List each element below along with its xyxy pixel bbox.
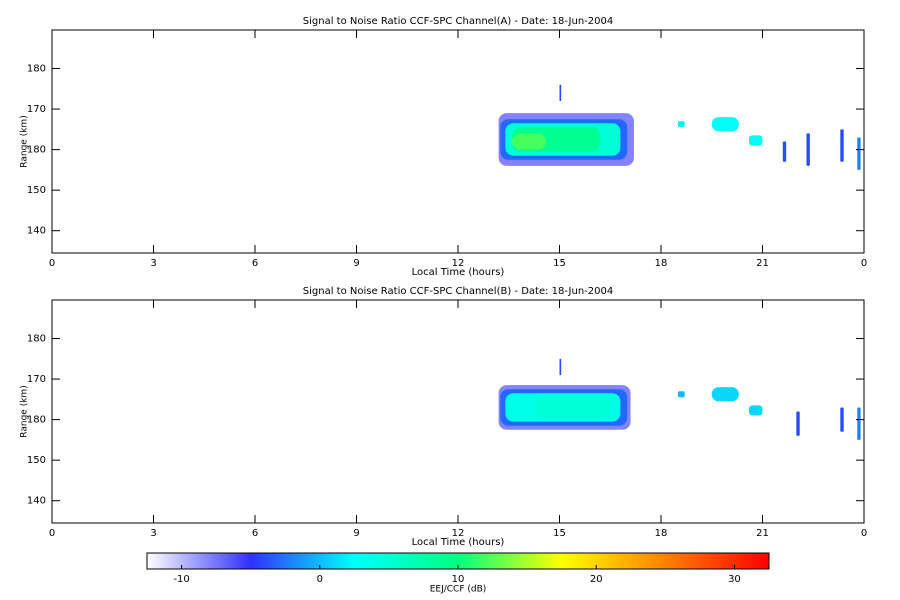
y-tick-label: 140 [27, 496, 46, 507]
y-tick-label: 180 [27, 64, 46, 75]
heat-patch [806, 133, 810, 166]
y-tick-label: 180 [27, 145, 46, 156]
x-tick-label: 21 [756, 258, 769, 269]
y-tick-label: 180 [27, 415, 46, 426]
heat-patch [782, 141, 787, 162]
heat-patch [857, 407, 861, 440]
x-tick-label: 18 [655, 258, 668, 269]
colorbar-tick-label: -10 [173, 574, 189, 585]
x-tick-label: 0 [861, 258, 867, 269]
x-axis-label: Local Time (hours) [412, 537, 505, 548]
x-tick-label: 15 [553, 258, 566, 269]
x-tick-label: 15 [553, 528, 566, 539]
heat-patch [840, 129, 844, 162]
heat-patch [711, 117, 739, 132]
colorbar-tick-label: 0 [317, 574, 323, 585]
heat-patch [796, 411, 800, 436]
heat-patch [559, 358, 562, 376]
y-tick-label: 170 [27, 374, 46, 385]
heat-patch [748, 135, 763, 146]
x-tick-label: 9 [353, 528, 359, 539]
y-axis-label: Range (km) [20, 115, 30, 167]
y-tick-label: 150 [27, 455, 46, 466]
x-tick-label: 0 [861, 528, 867, 539]
y-tick-label: 170 [27, 104, 46, 115]
heat-patch [711, 387, 739, 402]
heat-patch [677, 121, 685, 128]
heat-patch [748, 405, 763, 416]
colorbar-tick-label: 20 [590, 574, 603, 585]
chart-title: Signal to Noise Ratio CCF-SPC Channel(A)… [303, 16, 613, 27]
heat-patch [559, 84, 562, 101]
x-tick-label: 0 [49, 258, 55, 269]
x-tick-label: 9 [353, 258, 359, 269]
y-tick-label: 150 [27, 185, 46, 196]
x-tick-label: 0 [49, 528, 55, 539]
y-tick-label: 140 [27, 226, 46, 237]
heat-patch [857, 137, 861, 170]
x-tick-label: 6 [252, 528, 258, 539]
x-axis-label: Local Time (hours) [412, 267, 505, 278]
plot-frame [51, 29, 865, 254]
x-tick-label: 12 [452, 258, 465, 269]
colorbar-tick-label: 30 [728, 574, 741, 585]
x-tick-label: 18 [655, 528, 668, 539]
x-tick-label: 6 [252, 258, 258, 269]
x-tick-label: 3 [150, 528, 156, 539]
heat-patch [535, 395, 611, 418]
y-axis-label: Range (km) [20, 385, 30, 437]
plot-frame [51, 299, 865, 524]
x-tick-label: 21 [756, 528, 769, 539]
x-tick-label: 12 [452, 528, 465, 539]
x-tick-label: 3 [150, 258, 156, 269]
heat-patch [512, 133, 546, 150]
heat-patch [840, 407, 844, 432]
chart-title: Signal to Noise Ratio CCF-SPC Channel(B)… [303, 286, 613, 297]
y-tick-label: 180 [27, 334, 46, 345]
colorbar-label: EEJ/CCF (dB) [430, 585, 487, 595]
colorbar-tick-label: 10 [452, 574, 465, 585]
heat-patch [677, 391, 685, 398]
